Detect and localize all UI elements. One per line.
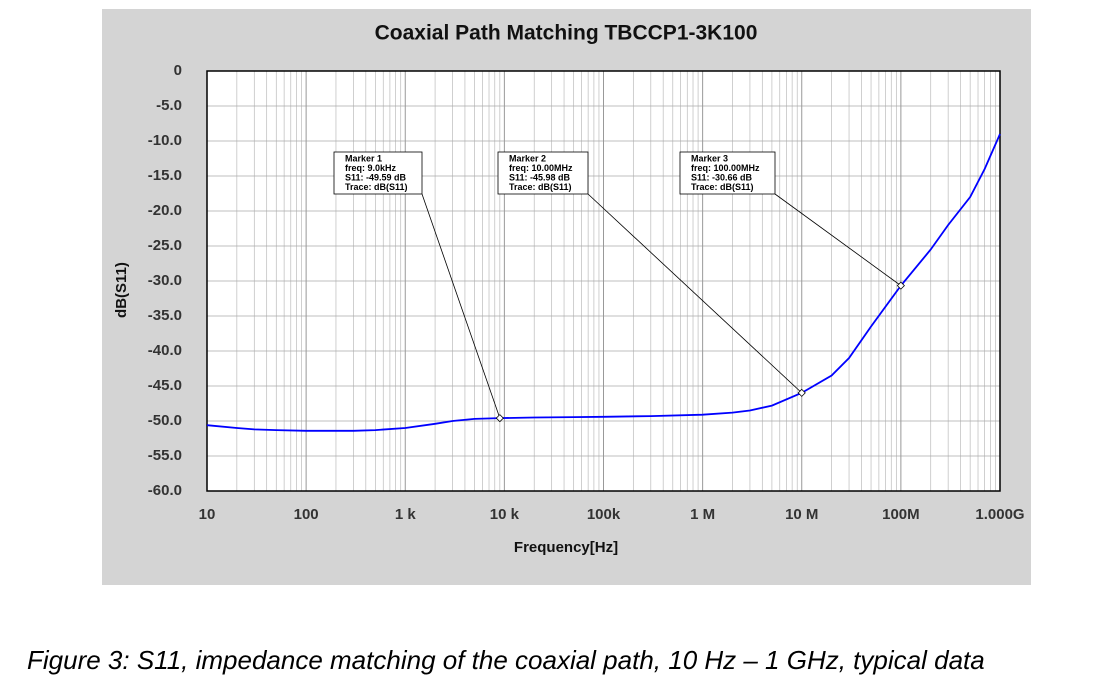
y-tick-label: -10.0 <box>148 132 182 149</box>
marker-text: Marker 3 <box>691 153 728 163</box>
x-tick-label: 100M <box>882 506 920 523</box>
marker-text: Marker 1 <box>345 153 382 163</box>
plot-frame <box>206 70 1001 492</box>
x-tick-label: 1 M <box>690 506 715 523</box>
y-axis-label: dB(S11) <box>113 262 130 318</box>
y-tick-label: -30.0 <box>148 272 182 289</box>
x-tick-label: 1 k <box>395 506 417 523</box>
x-axis-label: Frequency[Hz] <box>514 539 618 556</box>
x-tick-label: 100k <box>587 506 621 523</box>
marker-text: Trace: dB(S11) <box>509 182 572 192</box>
marker-box <box>497 151 589 195</box>
marker-text: freq: 9.0kHz <box>345 163 397 173</box>
marker-text: S11: -45.98 dB <box>509 172 571 182</box>
marker-box <box>333 151 423 195</box>
marker-box <box>679 151 776 195</box>
x-tick-label: 10 M <box>785 506 818 523</box>
marker-text: freq: 100.00MHz <box>691 163 760 173</box>
y-tick-label: -25.0 <box>148 237 182 254</box>
marker-text: freq: 10.00MHz <box>509 163 573 173</box>
x-tick-label: 1.000G <box>975 506 1024 523</box>
y-tick-label: -20.0 <box>148 202 182 219</box>
marker-point <box>495 414 504 423</box>
caption: Figure 3: S11, impedance matching of the… <box>27 645 985 675</box>
y-tick-label: -5.0 <box>156 97 182 114</box>
marker-point <box>896 281 905 290</box>
y-tick-label: -55.0 <box>148 447 182 464</box>
leader-line <box>587 193 803 394</box>
marker-text: Marker 2 <box>509 153 546 163</box>
y-tick-label: -35.0 <box>148 307 182 324</box>
marker-text: Trace: dB(S11) <box>345 182 408 192</box>
x-tick-label: 10 k <box>490 506 520 523</box>
marker-text: S11: -30.66 dB <box>691 172 753 182</box>
x-tick-label: 100 <box>294 506 319 523</box>
y-tick-label: -60.0 <box>148 482 182 499</box>
marker-point <box>797 388 806 397</box>
x-tick-label: 10 <box>199 506 216 523</box>
marker-text: S11: -49.59 dB <box>345 172 407 182</box>
leader-line <box>421 193 501 419</box>
y-tick-label: 0 <box>174 62 182 79</box>
y-tick-label: -45.0 <box>148 377 182 394</box>
marker-text: Trace: dB(S11) <box>691 182 754 192</box>
chart-title: Coaxial Path Matching TBCCP1-3K100 <box>375 22 758 45</box>
y-tick-label: -15.0 <box>148 167 182 184</box>
y-tick-label: -50.0 <box>148 412 182 429</box>
y-tick-label: -40.0 <box>148 342 182 359</box>
leader-line <box>774 193 902 286</box>
